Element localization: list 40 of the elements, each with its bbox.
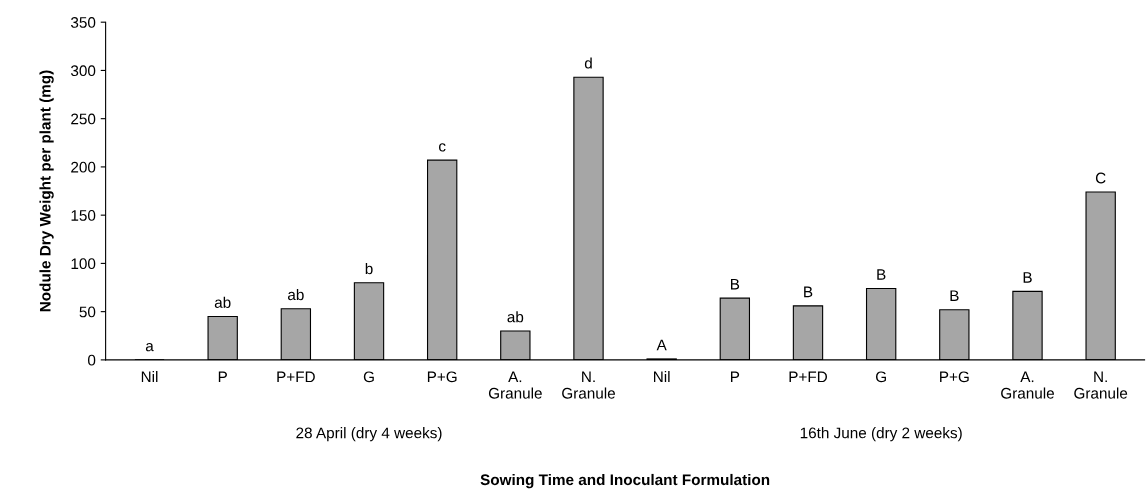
x-tick-label: N. Granule — [1074, 371, 1128, 399]
x-tick-label: A. Granule — [1001, 371, 1054, 399]
data-label: C — [1095, 172, 1106, 184]
y-tick-label: 200 — [71, 161, 96, 173]
x-tick-label: P — [730, 371, 740, 383]
x-tick-label: P+FD — [277, 371, 315, 383]
data-label: ab — [214, 296, 231, 308]
y-tick-label: 350 — [70, 17, 96, 28]
x-tick-label: N. Granule — [562, 371, 615, 399]
data-label: a — [145, 342, 154, 352]
text: 28 April (dry 4 weeks) — [296, 427, 442, 442]
x-tick-label: G — [875, 371, 886, 383]
data-label: B — [1023, 272, 1032, 283]
data-label: B — [804, 286, 813, 298]
y-tick-label: 100 — [71, 258, 96, 270]
data-label: ab — [288, 288, 304, 301]
y-tick-label: 300 — [70, 65, 96, 77]
data-label: d — [584, 57, 592, 69]
x-tick-label: P+G — [427, 371, 457, 383]
y-tick-label: 150 — [71, 210, 96, 221]
y-tick-label: 250 — [71, 113, 96, 125]
x-tick-label: G — [363, 371, 374, 383]
text: 16th June (dry 2 weeks) — [800, 427, 962, 442]
y-axis-title: Nodule Dry Weight per plant (mg) — [39, 70, 54, 312]
x-tick-label: Nil — [654, 371, 670, 383]
y-tick-label: 0 — [87, 354, 96, 366]
x-tick-label: P+G — [940, 371, 969, 383]
x-tick-label: Nil — [141, 371, 158, 383]
data-label: B — [950, 290, 959, 301]
data-label: b — [365, 262, 373, 275]
x-tick-label: P — [218, 371, 227, 383]
x-tick-label: P+FD — [789, 371, 828, 383]
x-axis-title: Sowing Time and Inoculant Formulation — [480, 473, 770, 489]
y-tick-label: 50 — [79, 306, 96, 318]
data-label: A — [656, 339, 667, 351]
data-label: B — [730, 278, 740, 290]
x-tick-label: A. Granule — [488, 371, 542, 399]
data-label: c — [439, 143, 446, 152]
data-label: B — [877, 269, 886, 280]
data-label: ab — [507, 311, 524, 323]
